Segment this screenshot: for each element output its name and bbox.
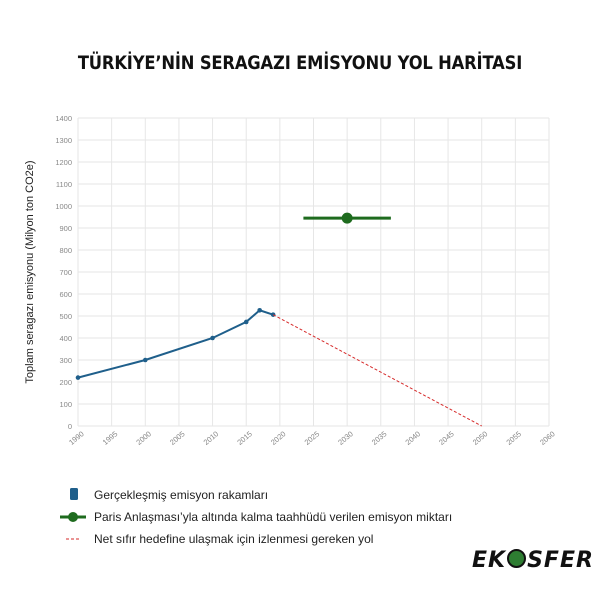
y-tick-label: 1000 bbox=[55, 202, 72, 211]
page-title: TÜRKİYE’NİN SERAGAZI EMİSYONU YOL HARİTA… bbox=[77, 52, 523, 74]
x-tick-label: 2005 bbox=[168, 429, 187, 447]
actual-emissions-point bbox=[243, 319, 249, 325]
blue-square-icon bbox=[70, 488, 78, 500]
legend-label: Gerçekleşmiş emisyon rakamları bbox=[94, 488, 269, 502]
paris-commitment-point bbox=[341, 212, 353, 224]
x-tick-label: 2055 bbox=[504, 429, 523, 447]
x-tick-label: 2020 bbox=[269, 429, 288, 447]
y-tick-label: 600 bbox=[59, 290, 72, 299]
x-tick-label: 1995 bbox=[101, 429, 120, 447]
x-tick-label: 2035 bbox=[370, 429, 389, 447]
y-tick-label: 200 bbox=[59, 378, 72, 387]
chart-grid bbox=[77, 117, 550, 427]
x-tick-label: 2045 bbox=[437, 429, 456, 447]
x-tick-label: 2030 bbox=[336, 429, 355, 447]
y-tick-label: 1200 bbox=[55, 158, 72, 167]
y-tick-label: 500 bbox=[59, 312, 72, 321]
y-tick-label: 300 bbox=[59, 356, 72, 365]
x-tick-label: 2025 bbox=[303, 429, 322, 447]
y-tick-label: 400 bbox=[59, 334, 72, 343]
y-tick-label: 900 bbox=[59, 224, 72, 233]
actual-emissions-line bbox=[77, 309, 274, 379]
net-zero-path-line bbox=[272, 314, 482, 427]
y-tick-label: 1300 bbox=[55, 136, 72, 145]
red-dash-icon bbox=[66, 538, 80, 540]
x-tick-label: 2010 bbox=[202, 429, 221, 447]
y-tick-label: 0 bbox=[68, 422, 72, 431]
x-tick-label: 2050 bbox=[471, 429, 490, 447]
legend-label: Net sıfır hedefine ulaşmak için izlenmes… bbox=[94, 532, 374, 546]
green-line-dot-icon bbox=[60, 512, 86, 522]
logo-text: EK bbox=[472, 548, 507, 573]
y-axis-label: Toplam seragazı emisyonu (Milyon ton CO2… bbox=[24, 160, 36, 384]
x-tick-labels: 1990 1995 2000 2005 2010 2015 2020 2025 2030 2035… bbox=[67, 429, 557, 447]
y-tick-label: 700 bbox=[59, 268, 72, 277]
y-tick-label: 100 bbox=[59, 400, 72, 409]
actual-emissions-point bbox=[257, 307, 262, 313]
actual-emissions-point bbox=[210, 335, 215, 341]
brand-logo: EK SFER bbox=[472, 548, 594, 573]
x-tick-label: 2000 bbox=[134, 429, 153, 447]
x-tick-label: 2060 bbox=[538, 429, 557, 447]
y-tick-label: 1100 bbox=[56, 180, 72, 189]
globe-icon bbox=[507, 549, 527, 568]
x-tick-label: 2015 bbox=[235, 429, 254, 447]
emission-chart: 0 100 200 300 400 500 600 700 800 900 1000 1100 1200… bbox=[55, 114, 557, 447]
y-tick-label: 800 bbox=[59, 246, 72, 255]
actual-emissions-point bbox=[75, 375, 81, 380]
x-tick-label: 2040 bbox=[404, 429, 423, 447]
y-tick-labels: 0 100 200 300 400 500 600 700 800 900 1000 1100 1200… bbox=[55, 114, 72, 431]
actual-emissions-point bbox=[142, 357, 148, 363]
x-tick-label: 1990 bbox=[67, 429, 86, 447]
legend-label: Paris Anlaşması’yla altında kalma taahhü… bbox=[94, 510, 453, 524]
y-tick-label: 1400 bbox=[55, 114, 72, 123]
chart-marks bbox=[75, 212, 482, 427]
